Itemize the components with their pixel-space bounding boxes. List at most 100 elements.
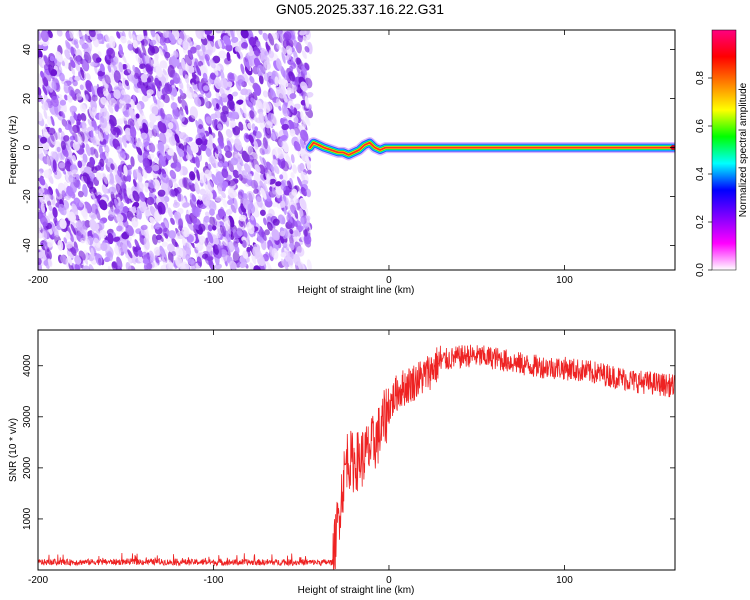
heatmap-cell (204, 44, 214, 56)
heatmap-cell (278, 105, 282, 111)
heatmap-cell (224, 44, 231, 50)
heatmap-cell (209, 59, 216, 69)
heatmap-cell (126, 164, 133, 170)
heatmap-cell (273, 164, 280, 175)
heatmap-cell (170, 189, 176, 197)
heatmap-cell (168, 32, 176, 44)
heatmap-cell (189, 171, 196, 181)
heatmap-cell (126, 62, 131, 74)
heatmap-cell (247, 203, 256, 214)
heatmap-cell (91, 85, 96, 98)
heatmap-cell (108, 114, 117, 127)
heatmap-cell (304, 95, 310, 108)
x-tick-label: 0 (386, 575, 392, 586)
heatmap-cell (65, 230, 71, 239)
heatmap-cell (52, 227, 59, 238)
heatmap-cell (241, 239, 247, 248)
heatmap-cell (291, 34, 295, 40)
heatmap-cell (96, 33, 104, 40)
heatmap-cell (95, 171, 102, 181)
heatmap-cell (301, 179, 309, 186)
heatmap-cell (134, 239, 140, 249)
heatmap-cell (78, 250, 86, 261)
heatmap-cell (245, 134, 250, 140)
heatmap-cell (221, 95, 229, 103)
heatmap-cell (50, 69, 58, 77)
heatmap-cell (149, 113, 157, 124)
heatmap-cell (122, 135, 127, 148)
heatmap-cell (76, 55, 81, 66)
heatmap-cell (74, 255, 82, 265)
heatmap-cell (296, 225, 304, 231)
heatmap-cell (173, 211, 182, 220)
heatmap-cell (280, 180, 286, 191)
heatmap-cell (221, 105, 229, 115)
heatmap-cell (66, 186, 73, 197)
heatmap-cell (148, 179, 156, 189)
heatmap-cell (211, 234, 219, 246)
heatmap-cell (293, 253, 301, 266)
heatmap-cell (219, 87, 225, 96)
heatmap-cell (213, 68, 219, 76)
heatmap-cell (104, 151, 110, 160)
heatmap-cell (88, 264, 95, 270)
heatmap-cell (232, 91, 238, 97)
heatmap-cell (276, 58, 282, 71)
heatmap-cell (299, 129, 309, 142)
heatmap-cell (83, 228, 89, 242)
heatmap-cell (227, 72, 235, 83)
heatmap-cell (48, 204, 53, 212)
heatmap-cell (38, 176, 46, 186)
heatmap-cell (175, 246, 184, 259)
heatmap-cell (203, 215, 211, 223)
heatmap-cell (147, 153, 155, 160)
heatmap-cell (119, 172, 126, 184)
heatmap-cell (300, 110, 304, 121)
heatmap-cell (101, 184, 108, 195)
heatmap-cell (154, 222, 161, 230)
x-tick-label: -200 (28, 275, 48, 286)
heatmap-cell (227, 187, 236, 199)
heatmap-cell (158, 80, 162, 87)
heatmap-cell (290, 154, 295, 164)
heatmap-cell (162, 93, 170, 104)
heatmap-cell (50, 132, 55, 142)
heatmap-cell (222, 181, 229, 188)
heatmap-cell (52, 207, 58, 218)
heatmap-cell (232, 125, 241, 136)
heatmap-cell (58, 162, 66, 169)
heatmap-cell (94, 133, 101, 146)
heatmap-cell (224, 57, 232, 65)
heatmap-cell (217, 137, 224, 147)
heatmap-cell (147, 81, 156, 90)
heatmap-cell (233, 198, 238, 210)
heatmap-cell (90, 247, 95, 259)
heatmap-cell (231, 111, 239, 119)
heatmap-cell (205, 161, 209, 169)
heatmap-cell (282, 242, 288, 248)
heatmap-cell (173, 161, 182, 172)
heatmap-y-ticks: -40 -20 0 20 40 (22, 44, 675, 253)
heatmap-cell (49, 56, 55, 62)
heatmap-cell (256, 174, 261, 182)
heatmap-cell (196, 169, 200, 182)
snr-series-line (38, 344, 675, 570)
heatmap-cell (146, 89, 154, 96)
heatmap-cell (168, 147, 175, 157)
heatmap-cell (240, 30, 249, 39)
heatmap-cell (239, 107, 246, 118)
heatmap-x-ticks: -200 -100 0 100 (28, 30, 573, 286)
heatmap-cell (216, 221, 221, 235)
heatmap-cell (167, 243, 175, 253)
heatmap-cell (106, 174, 111, 180)
heatmap-cell (242, 106, 247, 113)
heatmap-cell (303, 229, 308, 237)
heatmap-cell (301, 50, 307, 59)
heatmap-cell (113, 236, 121, 242)
heatmap-cell (152, 95, 158, 106)
heatmap-cell (113, 215, 118, 224)
heatmap-cell (72, 132, 79, 142)
heatmap-cell (288, 71, 296, 82)
heatmap-cell (128, 107, 135, 119)
y-tick-label: 0 (22, 144, 33, 150)
